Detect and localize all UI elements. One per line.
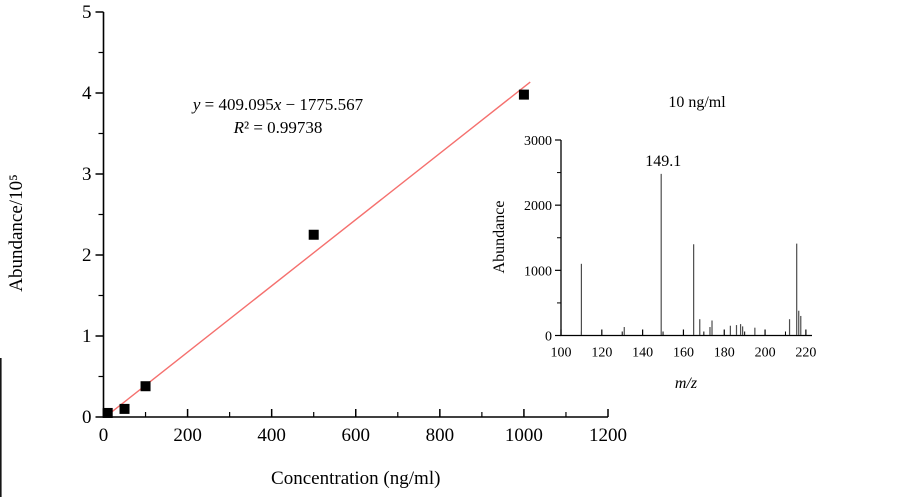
inset-x-tick-label: 120: [591, 346, 612, 361]
main-x-tick-label: 0: [99, 425, 109, 446]
inset-concentration-title: 10 ng/ml: [668, 94, 726, 111]
main-x-axis-title: Concentration (ng/ml): [271, 468, 440, 489]
equation-annotation-segment: = 409.095: [200, 95, 273, 114]
figure-edge-artifact: [0, 358, 2, 497]
equation-annotation-segment: − 1775.567: [281, 95, 363, 114]
inset-x-axis-title: m/z: [675, 375, 698, 392]
data-point-marker: [102, 407, 113, 418]
main-y-tick-label: 0: [82, 407, 92, 428]
equation-annotation-segment: x: [273, 95, 282, 114]
main-x-tick-label: 600: [342, 425, 371, 446]
inset-x-tick-label: 100: [551, 346, 572, 361]
inset-x-tick-label: 160: [673, 346, 694, 361]
inset-y-tick-label: 2000: [524, 199, 552, 214]
data-point-marker: [518, 89, 529, 100]
inset-mass-spectrum: 100 120 140 160 180 200 220 0 1000 2000 3000 149.1 1…: [491, 94, 816, 392]
main-x-tick-label: 800: [426, 425, 455, 446]
r-squared-annotation-segment: ² = 0.99738: [244, 118, 322, 137]
inset-x-tick-label: 140: [632, 346, 653, 361]
peak-mz-label: 149.1: [645, 153, 681, 170]
main-x-tick-label: 200: [173, 425, 202, 446]
main-y-tick-label: 2: [82, 245, 92, 266]
equation-annotation: y = 409.095x − 1775.567: [191, 95, 364, 114]
inset-y-axis-title: Abundance: [491, 201, 508, 274]
main-chart: 0 200 400 600 800 1000 1200012345Concentration…: [6, 2, 627, 489]
data-point-marker: [140, 381, 151, 392]
regression-line: [109, 81, 531, 415]
main-y-axis-title: Abundance/10⁵: [6, 174, 27, 291]
inset-x-tick-label: 180: [714, 346, 735, 361]
main-y-tick-label: 3: [82, 164, 92, 185]
r-squared-annotation: R² = 0.99738: [233, 118, 323, 137]
main-y-tick-label: 4: [82, 83, 92, 104]
equation-annotation-segment: y: [191, 95, 201, 114]
main-x-tick-label: 1200: [589, 425, 627, 446]
main-x-tick-label: 400: [257, 425, 286, 446]
main-axes: [102, 12, 608, 418]
inset-axes: [560, 140, 812, 337]
inset-y-tick-label: 0: [545, 330, 552, 345]
main-x-tick-label: 1000: [505, 425, 543, 446]
data-point-marker: [308, 229, 319, 240]
main-y-tick-label: 1: [82, 326, 92, 347]
inset-y-tick-label: 3000: [524, 134, 552, 149]
inset-x-tick-label: 220: [795, 346, 816, 361]
inset-y-tick-label: 1000: [524, 264, 552, 279]
inset-x-tick-label: 200: [755, 346, 776, 361]
main-y-tick-label: 5: [82, 2, 92, 23]
r-squared-annotation-segment: R: [233, 118, 245, 137]
data-point-marker: [119, 403, 130, 414]
